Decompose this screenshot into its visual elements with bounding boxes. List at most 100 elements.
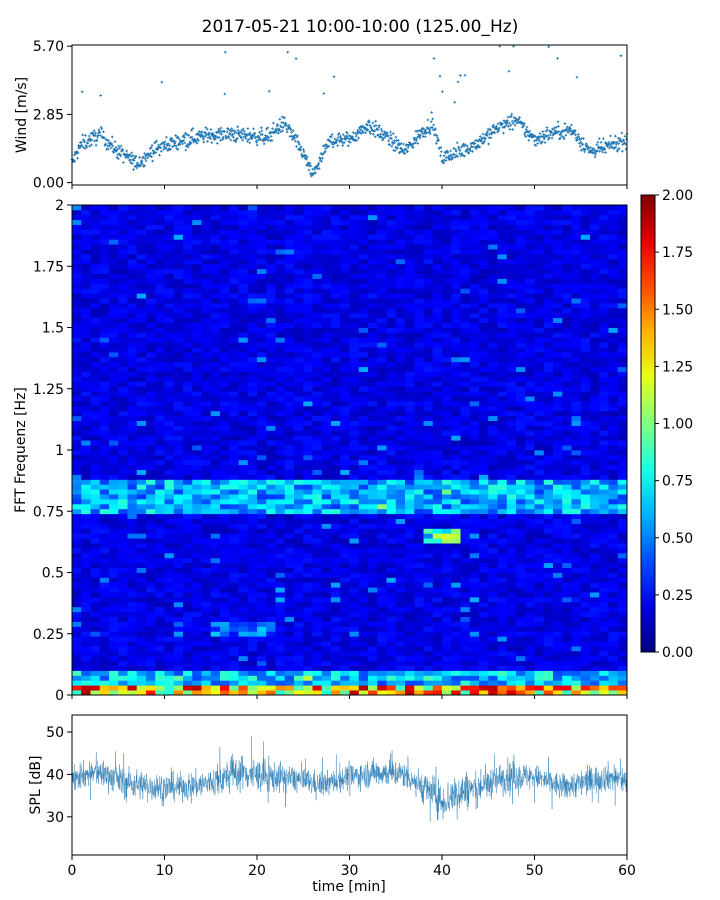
spectrogram-cell — [266, 582, 276, 588]
spectrogram-cell — [377, 543, 387, 549]
wind-point — [196, 132, 200, 135]
spectrogram-cell — [247, 577, 258, 583]
spectrogram-cell — [183, 548, 193, 554]
spectrogram-cell — [247, 626, 258, 632]
spectrogram-cell — [266, 503, 276, 510]
spectrogram-cell — [442, 567, 452, 573]
spectrogram-cell — [506, 415, 517, 421]
spectrogram-cell — [266, 538, 276, 544]
wind-point — [206, 140, 209, 143]
spectrogram-cell — [488, 420, 498, 426]
spectrogram-cell — [303, 513, 313, 519]
spectrogram-cell — [312, 690, 323, 696]
spectrogram-cell — [127, 474, 138, 480]
spectrogram-cell — [201, 440, 212, 446]
spectrogram-cell — [247, 430, 258, 436]
wind-point — [110, 142, 114, 146]
spectrogram-cell — [321, 562, 332, 568]
spectrogram-cell — [284, 484, 295, 490]
wind-point — [155, 139, 159, 143]
spectrogram-cell — [99, 597, 110, 603]
spectrogram-cell — [229, 508, 239, 515]
spectrogram-cell — [109, 660, 119, 666]
spectrogram-cell — [90, 606, 101, 613]
spectrogram-cell — [201, 459, 212, 466]
spectrogram-cell — [460, 572, 471, 578]
spectrogram-cell — [553, 420, 563, 426]
spectrogram-cell — [294, 592, 304, 598]
wind-point — [604, 151, 608, 154]
spectrogram-cell — [516, 401, 526, 407]
spectrogram-cell — [617, 577, 628, 583]
wind-point — [283, 116, 286, 120]
spectrogram-cell — [312, 396, 323, 402]
wind-point — [300, 152, 303, 156]
spectrogram-cell — [220, 386, 230, 392]
spectrogram-cell — [423, 670, 434, 676]
spectrogram-cell — [562, 459, 572, 466]
spectrogram-cell — [525, 494, 535, 500]
spectrogram-cell — [423, 606, 434, 613]
spectrogram-cell — [238, 405, 249, 412]
spectrogram-cell — [275, 601, 286, 608]
spectrogram-cell — [488, 503, 498, 510]
wind-point — [89, 132, 93, 135]
spectrogram-cell — [497, 523, 508, 529]
spectrogram-cell — [553, 484, 563, 490]
wind-point — [462, 142, 465, 146]
spectrogram-cell — [368, 646, 378, 652]
wind-point — [232, 135, 235, 139]
spectrogram-cell — [488, 401, 498, 407]
spectrogram-cell — [590, 562, 600, 568]
spectrogram-cell — [155, 572, 165, 578]
spectrogram-cell — [599, 425, 609, 431]
spectrogram-cell — [553, 660, 563, 666]
spectrogram-cell — [580, 621, 591, 627]
spectrogram-cell — [284, 597, 295, 603]
spectrogram-cell — [405, 577, 415, 583]
wind-point — [454, 148, 458, 151]
spectrogram-cell — [294, 690, 304, 696]
spectrogram-cell — [183, 577, 193, 583]
spectrogram-cell — [127, 528, 138, 534]
spectrogram-cell — [349, 582, 360, 588]
spectrogram-cell — [312, 454, 323, 461]
wind-point — [441, 159, 445, 163]
spectrogram-cell — [525, 415, 535, 421]
spectrogram-cell — [562, 499, 572, 505]
wind-point — [356, 130, 359, 134]
spectrogram-cell — [599, 646, 609, 652]
wind-point — [223, 92, 227, 96]
spectrogram-cell — [99, 552, 110, 559]
spectrogram-cell — [109, 464, 119, 470]
spectrogram-cell — [136, 587, 147, 593]
spectrogram-cell — [562, 454, 572, 461]
spectrogram-cell — [173, 621, 184, 627]
spectrogram-cell — [432, 464, 443, 470]
wind-point — [387, 139, 390, 143]
wind-point — [371, 129, 374, 132]
spectrogram-cell — [72, 454, 82, 461]
spectrogram-cell — [488, 660, 498, 666]
wind-point — [318, 158, 322, 162]
spectrogram-cell — [331, 464, 341, 470]
spectrogram-cell — [303, 528, 313, 534]
spectrogram-cell — [136, 459, 147, 466]
wind-point — [523, 131, 527, 134]
spectrogram-cell — [469, 396, 480, 402]
spectrogram-cell — [377, 386, 387, 392]
spectrogram-cell — [534, 582, 545, 588]
spectrogram-cell — [146, 415, 156, 421]
spectrogram-cell — [599, 508, 609, 515]
spectrogram-cell — [118, 597, 128, 603]
spectrogram-cell — [238, 601, 249, 608]
spectrogram-cell — [312, 484, 323, 490]
wind-point — [559, 136, 562, 140]
spectrogram-cell — [377, 533, 387, 539]
spectrogram-cell — [368, 601, 378, 608]
spectrogram-cell — [155, 548, 165, 554]
spectrogram-cell — [525, 636, 535, 642]
spectrogram-cell — [81, 572, 91, 578]
spectrogram-cell — [571, 665, 582, 671]
spectrogram-cell — [136, 621, 147, 627]
